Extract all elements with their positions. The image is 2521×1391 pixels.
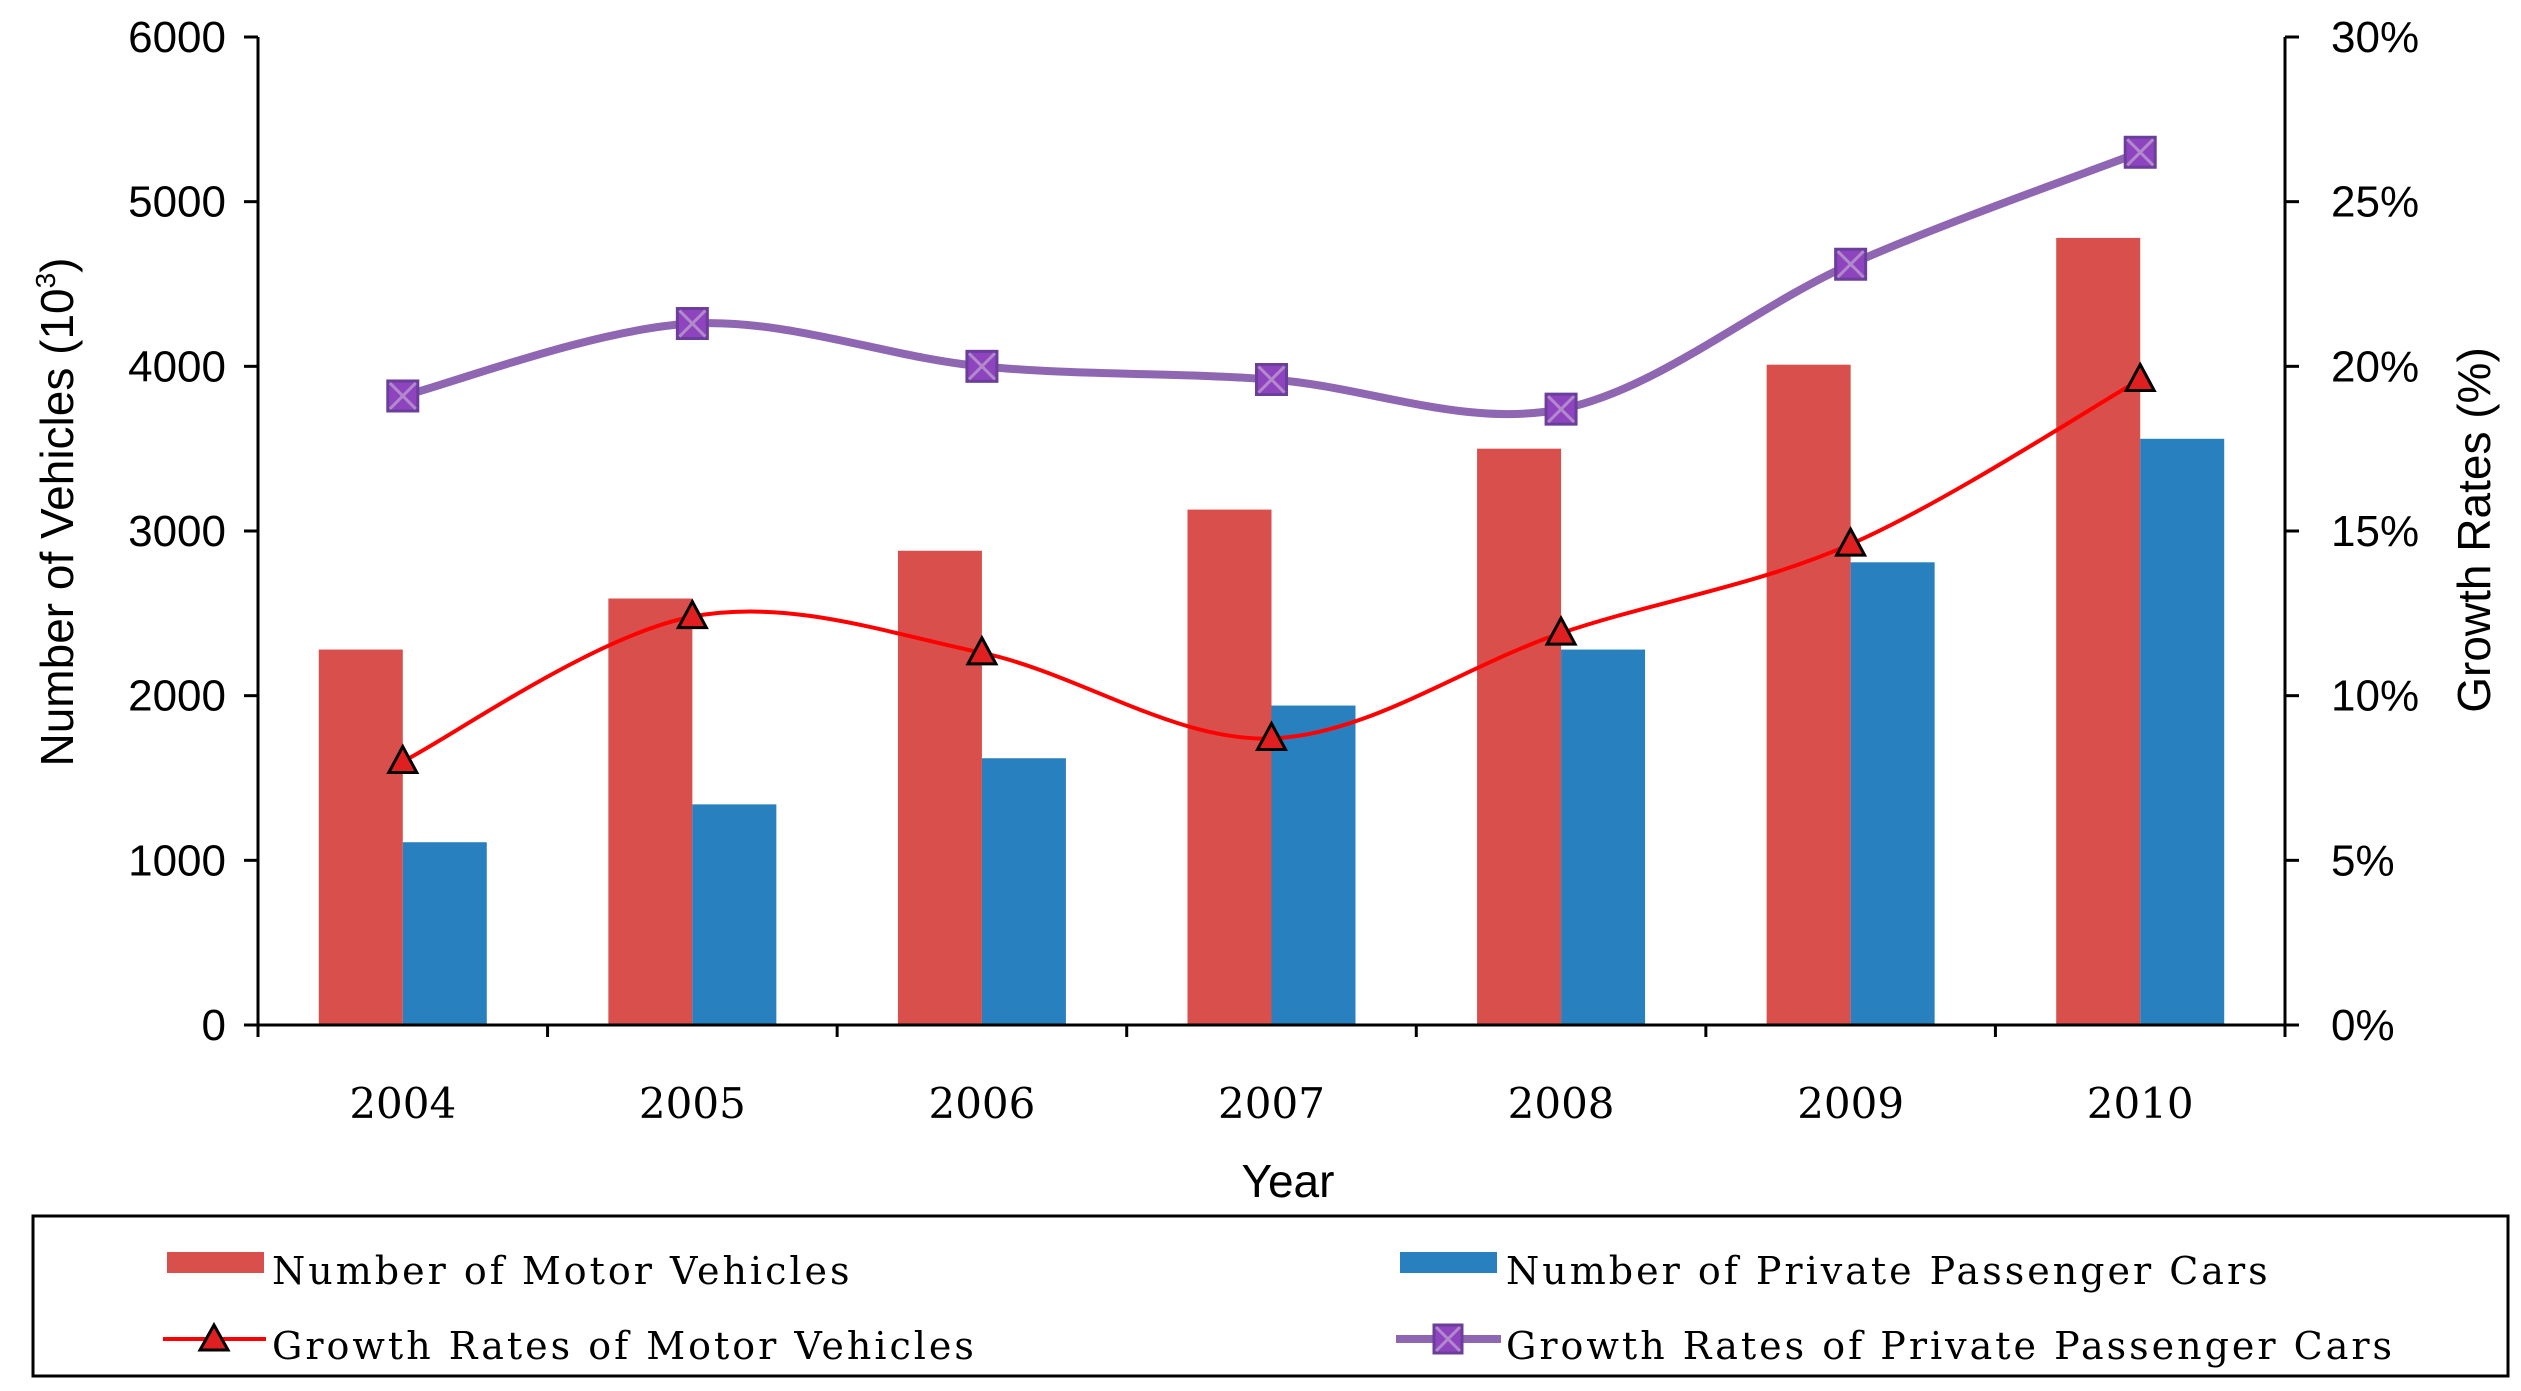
y-axis-left-title-main: Number of Vehicles (10 — [31, 288, 83, 766]
bar-private-cars — [1561, 649, 1646, 1025]
marker-private-growth-cross — [388, 381, 417, 411]
x-tick-label: 2007 — [1218, 1079, 1325, 1128]
marker-motor-growth — [965, 634, 999, 666]
y-left-tick-label: 6000 — [128, 13, 226, 62]
marker-motor-growth — [2123, 361, 2157, 393]
marker-private-growth-cross — [2126, 138, 2155, 167]
marker-motor-growth — [675, 598, 709, 630]
bars-layer — [318, 237, 2225, 1026]
y-axis-left-title-end: ) — [31, 257, 83, 272]
legend-swatch-private-cars — [1400, 1252, 1497, 1273]
legend-marker-triangle — [197, 1321, 231, 1352]
y-right-tick-label: 20% — [2331, 342, 2419, 391]
bar-motor-vehicles — [1477, 448, 1562, 1026]
marker-motor-growth — [1544, 614, 1578, 646]
bar-private-cars — [1271, 705, 1356, 1025]
x-tick-label: 2008 — [1508, 1079, 1615, 1128]
y-axis-left-title: Number of Vehicles (103) — [30, 257, 83, 766]
marker-private-growth-cross — [678, 309, 707, 338]
y-left-tick-label: 4000 — [128, 342, 226, 391]
marker-private-growth-cross — [967, 352, 996, 381]
marker-private-growth-cross — [1257, 365, 1286, 394]
y-left-tick-label: 0 — [202, 1001, 226, 1050]
legend-label-private-cars: Number of Private Passenger Cars — [1506, 1249, 2271, 1293]
y-right-tick-label: 15% — [2331, 507, 2419, 556]
legend-swatch-motor-vehicles — [167, 1252, 264, 1273]
legend-frame — [31, 1214, 2510, 1378]
legend-marker-square-x-cross — [1434, 1325, 1462, 1353]
bar-motor-vehicles — [1187, 509, 1272, 1025]
bar-motor-vehicles — [608, 598, 693, 1025]
y-axis-right-title: Growth Rates (%) — [2448, 347, 2500, 713]
legend: Number of Motor Vehicles Number of Priva… — [31, 1214, 2510, 1378]
bar-motor-vehicles — [2056, 237, 2141, 1026]
marker-motor-growth — [1254, 720, 1289, 751]
y-right-tick-label: 30% — [2331, 13, 2419, 62]
x-tick-label: 2009 — [1797, 1079, 1904, 1128]
bar-motor-vehicles — [318, 649, 403, 1025]
y-left-tick-label: 2000 — [128, 672, 226, 721]
bar-motor-vehicles — [897, 550, 982, 1025]
legend-label-private-growth: Growth Rates of Private Passenger Cars — [1506, 1324, 2395, 1368]
bar-private-cars — [402, 842, 487, 1025]
y-axis-left-title-sup: 3 — [30, 273, 61, 289]
bar-private-cars — [2140, 438, 2225, 1026]
bar-private-cars — [692, 804, 777, 1025]
y-right-tick-label: 0% — [2331, 1001, 2395, 1050]
y-right-tick-label: 10% — [2331, 672, 2419, 721]
ticks-layer: 0 1000 2000 3000 4000 5000 6000 0% 5% 10% 15% 20% 25… — [128, 13, 2419, 1128]
y-left-tick-label: 3000 — [128, 507, 226, 556]
y-left-tick-label: 5000 — [128, 178, 226, 227]
marker-private-growth-cross — [1547, 395, 1576, 424]
legend-label-motor-growth: Growth Rates of Motor Vehicles — [272, 1324, 977, 1368]
bar-motor-vehicles — [1766, 364, 1851, 1026]
y-right-tick-label: 25% — [2331, 178, 2419, 227]
legend-label-motor-vehicles: Number of Motor Vehicles — [272, 1249, 853, 1293]
x-tick-label: 2004 — [349, 1079, 456, 1128]
x-axis-title: Year — [1242, 1155, 1335, 1207]
marker-motor-growth — [1834, 526, 1868, 557]
x-tick-label: 2006 — [928, 1079, 1035, 1128]
bar-private-cars — [1850, 562, 1935, 1025]
x-tick-label: 2005 — [639, 1079, 746, 1128]
y-left-tick-label: 1000 — [128, 836, 226, 885]
y-right-tick-label: 5% — [2331, 836, 2395, 885]
x-tick-label: 2010 — [2087, 1079, 2194, 1128]
bar-private-cars — [981, 758, 1066, 1025]
marker-private-growth-cross — [1836, 250, 1865, 279]
markers-layer — [386, 135, 2157, 775]
marker-motor-growth — [386, 743, 420, 775]
